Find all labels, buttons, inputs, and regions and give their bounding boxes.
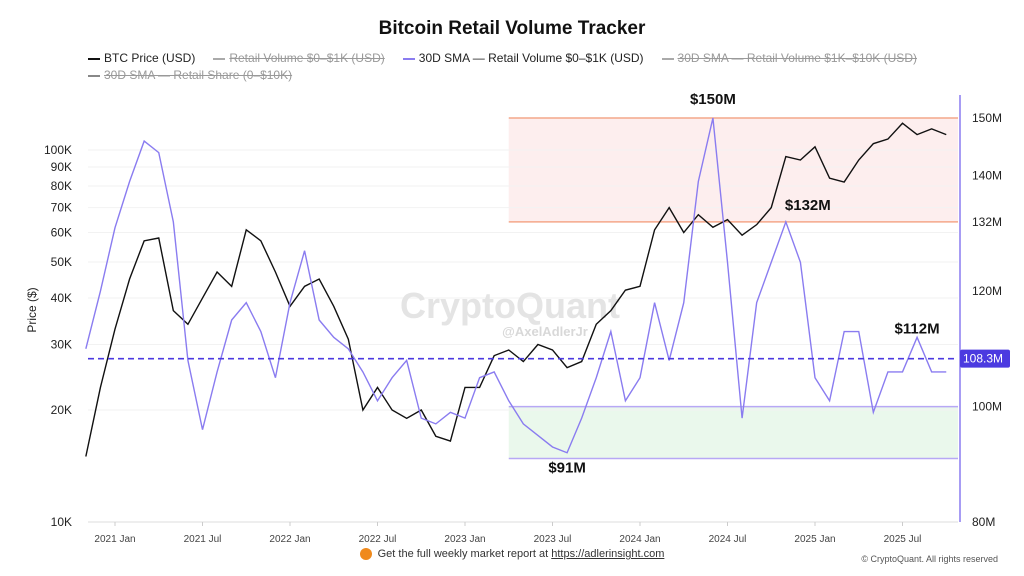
x-tick-label: 2023 Jan xyxy=(444,534,485,545)
legend-label: 30D SMA — Retail Share (0–$10K) xyxy=(104,68,293,82)
current-value-badge xyxy=(960,349,1010,368)
right-tick-label: 150M xyxy=(972,111,1002,125)
x-tick-label: 2021 Jan xyxy=(94,534,135,545)
left-tick-label: 20K xyxy=(51,403,72,417)
legend-label: Retail Volume $0–$1K (USD) xyxy=(229,51,385,65)
legend-swatch-icon xyxy=(88,57,100,60)
sma-retail-volume-line xyxy=(85,117,947,454)
annotation-label: $150M xyxy=(690,91,736,108)
legend-item[interactable]: 30D SMA — Retail Volume $0–$1K (USD) xyxy=(402,50,644,67)
right-tick-label: 80M xyxy=(972,515,995,529)
legend-swatch-icon xyxy=(213,57,226,60)
x-tick-label: 2024 Jul xyxy=(709,534,747,545)
x-tick-label: 2025 Jul xyxy=(884,534,922,545)
btc-price-line xyxy=(85,122,947,457)
left-tick-label: 50K xyxy=(51,255,72,269)
legend-swatch-icon xyxy=(88,74,100,77)
left-tick-label: 40K xyxy=(51,291,72,305)
annotation-label: $132M xyxy=(785,197,831,214)
current-value-label: 108.3M xyxy=(963,352,1003,366)
footer: Get the full weekly market report at htt… xyxy=(0,548,1024,561)
x-tick-label: 2021 Jul xyxy=(184,534,222,545)
x-tick-label: 2025 Jan xyxy=(794,534,835,545)
legend-swatch-icon xyxy=(661,57,674,60)
left-tick-label: 100K xyxy=(44,143,72,157)
right-tick-label: 132M xyxy=(972,215,1002,229)
legend-swatch-icon xyxy=(402,57,415,60)
left-tick-label: 60K xyxy=(51,226,72,240)
x-tick-label: 2023 Jul xyxy=(534,534,572,545)
footer-text: Get the full weekly market report at xyxy=(377,548,552,560)
x-tick-label: 2022 Jul xyxy=(359,534,397,545)
y-axis-label: Price ($) xyxy=(25,287,39,332)
x-tick-label: 2024 Jan xyxy=(619,534,660,545)
band-1 xyxy=(508,406,958,459)
left-tick-label: 80K xyxy=(51,179,72,193)
annotation-label: $91M xyxy=(548,460,586,477)
left-tick-label: 70K xyxy=(51,201,72,215)
right-tick-label: 120M xyxy=(972,284,1002,298)
legend-label: 30D SMA — Retail Volume $1K–$10K (USD) xyxy=(677,51,917,65)
watermark-handle: @AxelAdlerJr xyxy=(502,324,588,339)
copyright: © CryptoQuant. All rights reserved xyxy=(861,554,998,564)
legend: BTC Price (USD) Retail Volume $0–$1K (USD… xyxy=(88,50,968,84)
legend-item[interactable]: 30D SMA — Retail Volume $1K–$10K (USD) xyxy=(661,50,917,67)
band-0 xyxy=(508,118,958,222)
legend-label: 30D SMA — Retail Volume $0–$1K (USD) xyxy=(418,51,644,65)
chart-title: Bitcoin Retail Volume Tracker xyxy=(378,18,646,39)
left-tick-label: 90K xyxy=(51,160,72,174)
left-tick-label: 30K xyxy=(51,338,72,352)
adler-logo-icon xyxy=(359,548,372,561)
right-tick-label: 100M xyxy=(972,400,1002,414)
left-tick-label: 10K xyxy=(51,515,72,529)
legend-label: BTC Price (USD) xyxy=(104,51,196,65)
watermark-brand: CryptoQuant xyxy=(400,285,620,326)
report-link[interactable]: https://adlerinsight.com xyxy=(551,548,665,560)
annotation-label: $112M xyxy=(895,320,940,337)
legend-item[interactable]: 30D SMA — Retail Share (0–$10K) xyxy=(88,67,292,84)
right-tick-label: 140M xyxy=(972,169,1002,183)
legend-item[interactable]: BTC Price (USD) xyxy=(88,50,195,67)
legend-item[interactable]: Retail Volume $0–$1K (USD) xyxy=(213,50,385,67)
x-tick-label: 2022 Jan xyxy=(269,534,310,545)
